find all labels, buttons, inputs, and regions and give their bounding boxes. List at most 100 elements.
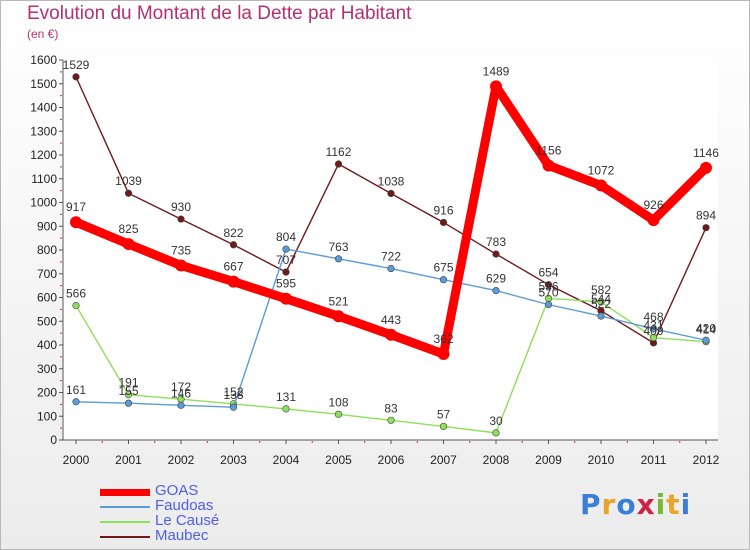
data-label-goas: 1156 xyxy=(536,143,562,157)
legend-swatch-faudoas xyxy=(100,506,150,508)
y-tick-label: 1300 xyxy=(30,124,57,138)
data-label-maubec: 894 xyxy=(696,209,716,223)
data-point-goas xyxy=(437,348,450,361)
y-tick-label: 1000 xyxy=(30,196,57,210)
data-point-maubec xyxy=(702,224,710,232)
data-point-maubec xyxy=(439,218,448,227)
data-point-le-caus- xyxy=(72,301,80,310)
data-label-faudoas: 138 xyxy=(223,388,243,402)
data-point-le-caus- xyxy=(282,405,290,413)
data-point-le-caus- xyxy=(597,298,605,306)
data-label-le-caus-: 30 xyxy=(489,414,503,428)
x-tick-label: 2009 xyxy=(535,453,562,467)
y-tick-label: 300 xyxy=(37,362,57,376)
data-point-goas xyxy=(175,259,187,272)
data-point-le-caus- xyxy=(124,391,133,399)
data-point-le-caus- xyxy=(387,416,395,424)
data-point-faudoas xyxy=(597,312,605,320)
legend-swatch-goas xyxy=(100,488,150,496)
data-point-faudoas xyxy=(334,255,343,263)
x-tick-label: 2006 xyxy=(378,453,405,467)
y-tick-label: 1600 xyxy=(30,53,57,67)
y-tick-label: 500 xyxy=(37,314,57,328)
data-point-faudoas xyxy=(72,398,80,406)
data-point-le-caus- xyxy=(334,410,343,418)
data-label-faudoas: 468 xyxy=(643,310,663,324)
data-label-le-caus-: 131 xyxy=(276,390,296,404)
logo-letter: i xyxy=(680,488,692,521)
data-label-faudoas: 146 xyxy=(171,386,191,400)
data-point-maubec xyxy=(492,250,500,258)
logo-letter: i xyxy=(655,488,667,521)
data-label-maubec: 1038 xyxy=(378,174,405,188)
y-tick-label: 1200 xyxy=(30,148,57,162)
data-point-maubec xyxy=(334,160,343,168)
data-point-goas xyxy=(280,292,292,305)
data-label-faudoas: 155 xyxy=(118,384,138,398)
data-point-goas xyxy=(542,159,555,172)
data-label-maubec: 916 xyxy=(433,203,453,217)
logo-letter: x xyxy=(636,488,656,521)
data-label-goas: 917 xyxy=(66,200,86,214)
data-label-goas: 825 xyxy=(118,222,138,236)
data-point-faudoas xyxy=(649,325,658,333)
data-point-goas xyxy=(122,238,135,251)
data-label-le-caus-: 414 xyxy=(696,323,716,337)
data-point-le-caus- xyxy=(649,334,658,342)
data-point-maubec xyxy=(177,215,185,223)
y-tick-label: 1500 xyxy=(30,77,57,91)
legend-label-faudoas: Faudoas xyxy=(155,497,214,514)
data-label-maubec: 544 xyxy=(591,292,611,306)
plot-area xyxy=(63,60,718,440)
data-point-faudoas xyxy=(229,403,238,411)
data-label-le-caus-: 57 xyxy=(437,407,451,421)
data-point-maubec xyxy=(387,189,395,198)
legend-swatch-le-cause xyxy=(100,521,150,523)
data-label-maubec: 1529 xyxy=(63,58,90,72)
data-point-goas xyxy=(332,310,345,323)
data-label-maubec: 1039 xyxy=(115,174,142,188)
data-label-maubec: 822 xyxy=(223,226,243,240)
data-label-goas: 1489 xyxy=(483,64,510,78)
data-point-goas xyxy=(595,179,607,192)
data-point-goas xyxy=(70,216,82,229)
x-tick-label: 2000 xyxy=(63,453,90,467)
x-tick-label: 2010 xyxy=(588,453,615,467)
data-label-le-caus-: 108 xyxy=(328,395,348,409)
chart-subtitle: (en €) xyxy=(27,27,59,41)
y-tick-label: 1100 xyxy=(31,172,57,186)
data-point-goas xyxy=(647,214,660,227)
data-point-goas xyxy=(490,80,502,93)
x-tick-label: 2002 xyxy=(168,453,195,467)
data-label-faudoas: 629 xyxy=(486,272,506,286)
x-tick-label: 2001 xyxy=(115,453,142,467)
data-point-goas xyxy=(385,328,397,341)
legend-label-goas: GOAS xyxy=(155,482,199,499)
data-point-faudoas xyxy=(492,287,500,295)
y-tick-label: 0 xyxy=(50,433,57,447)
data-point-le-caus- xyxy=(492,429,500,437)
y-tick-label: 800 xyxy=(37,243,57,257)
data-label-maubec: 707 xyxy=(276,253,296,267)
data-label-le-caus-: 191 xyxy=(118,376,138,390)
data-label-faudoas: 722 xyxy=(381,250,401,264)
chart-title: Evolution du Montant de la Dette par Hab… xyxy=(27,3,412,24)
data-label-goas: 1146 xyxy=(693,146,719,160)
data-label-le-caus-: 172 xyxy=(171,380,191,394)
data-label-le-caus-: 83 xyxy=(384,401,398,415)
x-tick-label: 2004 xyxy=(273,453,300,467)
data-label-goas: 595 xyxy=(276,277,296,291)
data-point-faudoas xyxy=(439,276,448,284)
x-tick-label: 2011 xyxy=(641,453,667,467)
data-label-goas: 1072 xyxy=(588,163,615,177)
data-label-maubec: 654 xyxy=(538,266,558,280)
x-tick-label: 2012 xyxy=(693,453,720,467)
data-label-goas: 667 xyxy=(223,260,243,274)
data-label-faudoas: 763 xyxy=(328,240,348,254)
logo-letter: o xyxy=(616,488,637,521)
data-label-maubec: 930 xyxy=(171,200,191,214)
data-label-goas: 362 xyxy=(433,332,453,346)
data-label-goas: 521 xyxy=(328,294,348,308)
logo-letter: r xyxy=(601,488,617,521)
